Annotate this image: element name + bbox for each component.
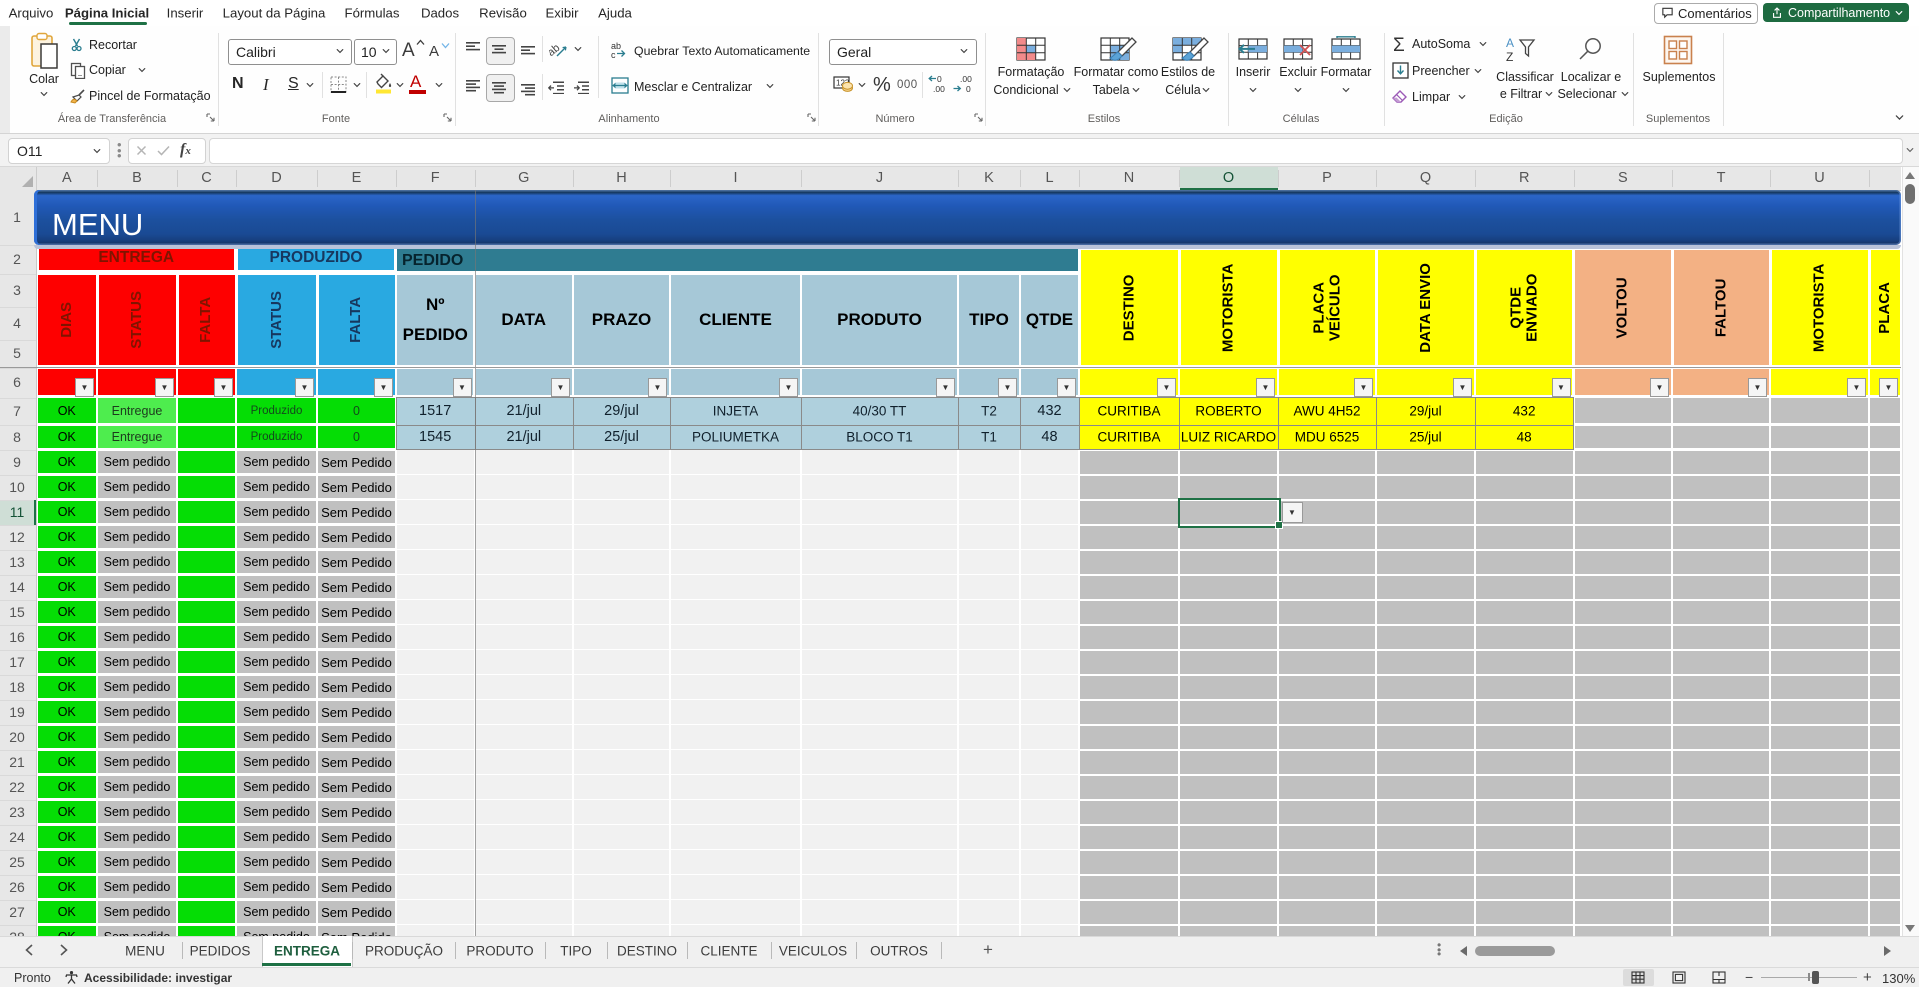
- svg-text:ab: ab: [549, 42, 562, 59]
- svg-text:.00: .00: [933, 84, 945, 94]
- svg-text:0: 0: [937, 74, 942, 84]
- svg-text:0: 0: [966, 84, 971, 94]
- svg-text:123: 123: [836, 79, 850, 88]
- svg-text:Z: Z: [1506, 50, 1513, 62]
- svg-text:A: A: [1506, 36, 1514, 50]
- svg-text:ab: ab: [611, 41, 621, 51]
- svg-text:c: c: [611, 50, 616, 59]
- svg-text:.00: .00: [960, 74, 972, 84]
